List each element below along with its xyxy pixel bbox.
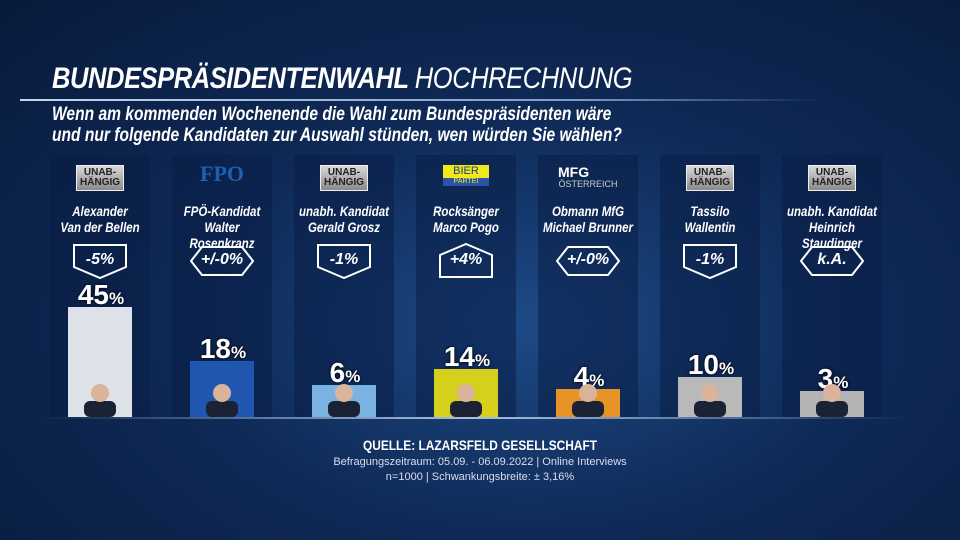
bar <box>678 377 742 417</box>
independent-badge: UNAB- HÄNGIG <box>808 165 856 191</box>
candidate-column: MFG ÖSTERREICH Obmann MfG Michael Brunner +… <box>538 155 638 417</box>
change-value: -1% <box>695 251 725 268</box>
sample-info: n=1000 | Schwankungsbreite: ± 3,16% <box>385 471 575 483</box>
candidate-name: Alexander Van der Bellen <box>60 203 140 235</box>
candidate-name: Rocksänger Marco Pogo <box>433 203 499 235</box>
change-shape <box>317 244 371 279</box>
bierpartei-logo: BIER PARTEI <box>443 165 489 186</box>
candidate-name: Obmann MfG Michael Brunner <box>543 203 633 235</box>
independent-badge: UNAB- HÄNGIG <box>76 165 124 191</box>
candidate-column: UNAB- HÄNGIG Tassilo Wallentin -1% 10% <box>660 155 760 417</box>
candidate-photo <box>816 384 848 417</box>
bar-value-label: 4% <box>573 361 605 392</box>
change-shape <box>73 244 127 279</box>
change-badge: -1% <box>312 243 376 279</box>
bar-value-label: 18% <box>199 333 247 364</box>
change-shape <box>800 246 864 276</box>
change-badge: -5% <box>68 243 132 279</box>
bar <box>312 384 376 417</box>
mfg-logo: MFG ÖSTERREICH <box>558 164 618 189</box>
bar <box>556 384 620 417</box>
candidate-column: UNAB- HÄNGIG Alexander Van der Bellen -5% 4… <box>50 155 150 417</box>
change-shape <box>439 243 493 278</box>
change-badge: +/-0% <box>556 243 620 279</box>
candidate-column: UNAB- HÄNGIG unabh. Kandidat Heinrich Staud… <box>782 155 882 417</box>
change-value: -1% <box>329 251 359 268</box>
bar <box>190 361 254 417</box>
baseline <box>40 417 910 419</box>
candidate-column: FPO FPÖ-Kandidat Walter Rosenkranz +/-0% 1… <box>172 155 272 417</box>
independent-badge: UNAB- HÄNGIG <box>686 165 734 191</box>
candidate-photo <box>450 384 482 417</box>
survey-period: Befragungszeitraum: 05.09. - 06.09.2022 … <box>333 456 627 468</box>
chart-title: BUNDESPRÄSIDENTENWAHL HOCHRECHNUNG <box>52 62 633 95</box>
change-value: +/-0% <box>200 251 244 268</box>
question-text: Wenn am kommenden Wochenende die Wahl zu… <box>52 104 622 146</box>
bar <box>800 384 864 417</box>
bar <box>68 307 132 417</box>
candidate-photo <box>694 384 726 417</box>
change-badge: -1% <box>678 243 742 279</box>
bar <box>434 369 498 417</box>
change-badge: k.A. <box>800 243 864 279</box>
independent-badge: UNAB- HÄNGIG <box>320 165 368 191</box>
candidate-name: Tassilo Wallentin <box>684 203 736 235</box>
candidate-photo <box>84 384 116 417</box>
candidate-photo <box>572 384 604 417</box>
fpo-logo: FPO <box>200 161 244 186</box>
change-badge: +4% <box>434 243 498 279</box>
change-value: +4% <box>449 251 483 268</box>
bar-value-label: 45% <box>77 279 125 310</box>
candidate-column: UNAB- HÄNGIG unabh. Kandidat Gerald Grosz -… <box>294 155 394 417</box>
change-value: +/-0% <box>566 251 610 268</box>
candidate-name: unabh. Kandidat Gerald Grosz <box>299 203 389 235</box>
title-divider <box>20 99 820 101</box>
candidate-name: unabh. Kandidat Heinrich Staudinger <box>787 203 877 251</box>
change-shape <box>683 244 737 279</box>
change-value: -5% <box>85 251 115 268</box>
candidate-photo <box>206 384 238 417</box>
change-shape <box>190 246 254 276</box>
bar-value-label: 14% <box>443 341 491 372</box>
bar-value-label: 6% <box>329 357 361 388</box>
change-badge: +/-0% <box>190 243 254 279</box>
bar-value-label: 10% <box>687 349 735 380</box>
change-value: k.A. <box>817 251 847 268</box>
source-title: QUELLE: LAZARSFELD GESELLSCHAFT <box>362 437 598 453</box>
candidate-column: BIER PARTEI Rocksänger Marco Pogo +4% 14% <box>416 155 516 417</box>
change-shape <box>556 246 620 276</box>
candidate-photo <box>328 384 360 417</box>
